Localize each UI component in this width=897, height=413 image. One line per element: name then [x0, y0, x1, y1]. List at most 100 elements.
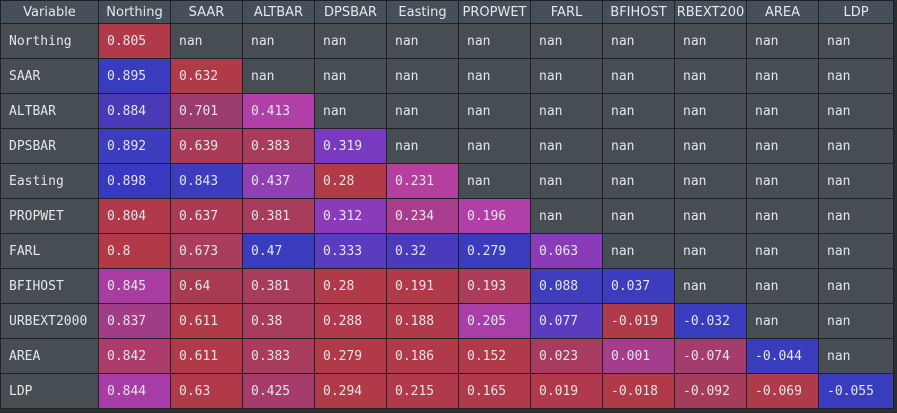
table-cell[interactable]: nan — [746, 58, 819, 94]
table-cell[interactable]: 0.637 — [170, 198, 243, 234]
table-cell[interactable]: 0.088 — [530, 268, 603, 304]
table-cell[interactable]: 0.023 — [530, 338, 603, 374]
table-cell[interactable]: 0.64 — [170, 268, 243, 304]
column-header-ldp[interactable]: LDP — [818, 0, 894, 24]
table-cell[interactable]: 0.437 — [242, 163, 315, 199]
table-cell[interactable]: nan — [818, 163, 894, 199]
table-cell[interactable]: nan — [386, 58, 459, 94]
column-header-dpsbar[interactable]: DPSBAR — [314, 0, 387, 24]
table-cell[interactable]: 0.077 — [530, 303, 603, 339]
table-cell[interactable]: nan — [602, 128, 675, 164]
table-cell[interactable]: nan — [530, 58, 603, 94]
table-cell[interactable]: 0.319 — [314, 128, 387, 164]
table-cell[interactable]: nan — [674, 268, 747, 304]
table-cell[interactable]: 0.383 — [242, 128, 315, 164]
table-cell[interactable]: 0.381 — [242, 198, 315, 234]
table-cell[interactable]: nan — [530, 23, 603, 59]
table-cell[interactable]: 0.288 — [314, 303, 387, 339]
table-cell[interactable]: nan — [458, 58, 531, 94]
corner-header[interactable]: Variable — [0, 0, 99, 24]
table-cell[interactable]: -0.019 — [602, 303, 675, 339]
table-cell[interactable]: 0.205 — [458, 303, 531, 339]
table-cell[interactable]: 0.28 — [314, 268, 387, 304]
table-cell[interactable]: nan — [818, 58, 894, 94]
table-cell[interactable]: -0.092 — [674, 373, 747, 409]
table-cell[interactable]: nan — [242, 23, 315, 59]
table-cell[interactable]: 0.28 — [314, 163, 387, 199]
table-cell[interactable]: 0.001 — [602, 338, 675, 374]
table-cell[interactable]: nan — [674, 58, 747, 94]
table-cell[interactable]: 0.32 — [386, 233, 459, 269]
table-cell[interactable]: 0.804 — [98, 198, 171, 234]
table-cell[interactable]: nan — [602, 198, 675, 234]
table-cell[interactable]: 0.215 — [386, 373, 459, 409]
table-cell[interactable]: nan — [674, 23, 747, 59]
column-header-farl[interactable]: FARL — [530, 0, 603, 24]
table-cell[interactable]: nan — [386, 128, 459, 164]
table-cell[interactable]: nan — [674, 198, 747, 234]
table-cell[interactable]: -0.032 — [674, 303, 747, 339]
table-cell[interactable]: nan — [458, 93, 531, 129]
column-header-northing[interactable]: Northing — [98, 0, 171, 24]
table-cell[interactable]: 0.165 — [458, 373, 531, 409]
table-cell[interactable]: 0.037 — [602, 268, 675, 304]
table-cell[interactable]: nan — [386, 93, 459, 129]
table-cell[interactable]: 0.294 — [314, 373, 387, 409]
table-cell[interactable]: nan — [458, 128, 531, 164]
column-header-bfihost[interactable]: BFIHOST — [602, 0, 675, 24]
table-cell[interactable]: nan — [602, 93, 675, 129]
table-cell[interactable]: nan — [674, 233, 747, 269]
table-cell[interactable]: 0.234 — [386, 198, 459, 234]
table-cell[interactable]: nan — [602, 23, 675, 59]
table-cell[interactable]: nan — [818, 338, 894, 374]
table-cell[interactable]: 0.844 — [98, 373, 171, 409]
column-header-saar[interactable]: SAAR — [170, 0, 243, 24]
table-cell[interactable]: nan — [818, 128, 894, 164]
table-cell[interactable]: nan — [746, 233, 819, 269]
table-cell[interactable]: 0.611 — [170, 303, 243, 339]
table-cell[interactable]: nan — [746, 198, 819, 234]
table-cell[interactable]: nan — [602, 163, 675, 199]
table-cell[interactable]: -0.018 — [602, 373, 675, 409]
table-cell[interactable]: nan — [746, 163, 819, 199]
table-cell[interactable]: nan — [458, 23, 531, 59]
table-cell[interactable]: 0.611 — [170, 338, 243, 374]
table-cell[interactable]: nan — [170, 23, 243, 59]
table-cell[interactable]: 0.019 — [530, 373, 603, 409]
table-cell[interactable]: -0.055 — [818, 373, 894, 409]
column-header-easting[interactable]: Easting — [386, 0, 459, 24]
table-cell[interactable]: nan — [746, 303, 819, 339]
table-cell[interactable]: -0.044 — [746, 338, 819, 374]
table-cell[interactable]: nan — [314, 58, 387, 94]
table-cell[interactable]: 0.312 — [314, 198, 387, 234]
table-cell[interactable]: nan — [314, 23, 387, 59]
table-cell[interactable]: nan — [674, 128, 747, 164]
table-cell[interactable]: nan — [530, 93, 603, 129]
table-cell[interactable]: 0.425 — [242, 373, 315, 409]
table-cell[interactable]: 0.333 — [314, 233, 387, 269]
table-cell[interactable]: nan — [458, 163, 531, 199]
table-cell[interactable]: nan — [602, 233, 675, 269]
table-cell[interactable]: nan — [818, 233, 894, 269]
table-cell[interactable]: nan — [386, 23, 459, 59]
table-cell[interactable]: 0.063 — [530, 233, 603, 269]
table-cell[interactable]: 0.673 — [170, 233, 243, 269]
column-header-propwet[interactable]: PROPWET — [458, 0, 531, 24]
table-cell[interactable]: 0.193 — [458, 268, 531, 304]
table-cell[interactable]: 0.381 — [242, 268, 315, 304]
table-cell[interactable]: 0.413 — [242, 93, 315, 129]
table-cell[interactable]: 0.383 — [242, 338, 315, 374]
table-cell[interactable]: 0.191 — [386, 268, 459, 304]
table-cell[interactable]: 0.639 — [170, 128, 243, 164]
table-cell[interactable]: nan — [818, 303, 894, 339]
table-cell[interactable]: 0.632 — [170, 58, 243, 94]
table-cell[interactable]: nan — [530, 128, 603, 164]
table-cell[interactable]: nan — [602, 58, 675, 94]
table-cell[interactable]: 0.188 — [386, 303, 459, 339]
table-cell[interactable]: nan — [674, 93, 747, 129]
table-cell[interactable]: 0.843 — [170, 163, 243, 199]
table-cell[interactable]: nan — [818, 93, 894, 129]
column-header-altbar[interactable]: ALTBAR — [242, 0, 315, 24]
table-cell[interactable]: nan — [818, 23, 894, 59]
table-cell[interactable]: -0.074 — [674, 338, 747, 374]
